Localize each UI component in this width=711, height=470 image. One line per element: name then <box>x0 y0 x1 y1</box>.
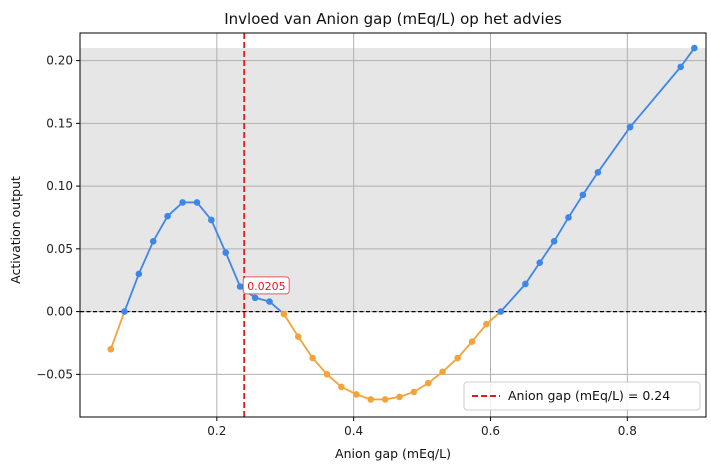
data-point <box>626 123 634 131</box>
series-segment <box>471 323 488 343</box>
series-segment <box>500 283 527 313</box>
x-tick-label: 0.6 <box>481 424 500 438</box>
legend: Anion gap (mEq/L) = 0.24 <box>463 381 701 411</box>
data-point <box>497 308 505 315</box>
series-segment <box>456 341 473 359</box>
series-segment <box>152 215 169 242</box>
data-point <box>251 294 259 302</box>
series-segment <box>297 336 314 359</box>
series-segment <box>123 273 140 312</box>
y-axis-title: Activation output <box>8 176 23 284</box>
series-segment <box>539 240 555 264</box>
series-segment <box>629 66 682 128</box>
series-segment <box>138 240 155 275</box>
series-segment <box>553 217 570 242</box>
data-point <box>309 354 316 362</box>
data-point <box>522 280 529 288</box>
data-point <box>149 238 157 245</box>
data-point <box>266 298 273 305</box>
data-point <box>483 320 490 328</box>
data-point <box>208 216 215 224</box>
data-point <box>280 310 288 318</box>
data-point <box>135 270 143 278</box>
data-point <box>294 333 302 340</box>
chart-title: Invloed van Anion gap (mEq/L) op het adv… <box>224 10 562 28</box>
x-tick-label: 0.2 <box>207 424 226 438</box>
series-segment <box>109 311 126 350</box>
x-axis-title: Anion gap (mEq/L) <box>335 446 451 461</box>
series-segment <box>679 47 696 68</box>
data-point <box>381 396 389 403</box>
data-point <box>323 371 331 378</box>
y-tick-label: 0.00 <box>46 305 73 319</box>
data-point <box>550 238 558 245</box>
data-point <box>439 368 446 376</box>
y-tick-label: −0.05 <box>36 367 73 381</box>
data-point <box>536 259 544 266</box>
data-point <box>353 391 360 398</box>
series-segment <box>210 219 227 253</box>
data-point <box>164 212 171 220</box>
data-point <box>594 168 602 176</box>
data-point <box>691 44 698 52</box>
data-point <box>222 249 230 256</box>
series-segment <box>166 201 184 217</box>
data-point <box>121 308 128 315</box>
data-point <box>236 283 244 290</box>
x-tick-label: 0.8 <box>618 424 637 438</box>
series-segment <box>311 357 328 375</box>
y-tick-label: 0.10 <box>46 179 73 193</box>
data-point <box>454 354 461 362</box>
data-point <box>424 379 432 387</box>
data-point <box>410 388 418 396</box>
data-point <box>396 393 403 401</box>
series-segment <box>597 126 631 173</box>
y-tick-label: 0.05 <box>46 242 73 256</box>
data-point <box>107 345 115 353</box>
legend-label: Anion gap (mEq/L) = 0.24 <box>508 388 670 403</box>
series-segment <box>196 201 213 221</box>
y-tick-label: 0.20 <box>46 54 73 68</box>
y-tick-label: 0.15 <box>46 116 73 130</box>
data-point <box>179 199 186 206</box>
data-point <box>367 396 375 403</box>
series-segment <box>441 357 459 373</box>
plot-area: 0.0205 0.2 0.4 0.6 0.8 −0.05 0.00 0.05 0.10 0.15 0… <box>36 32 707 438</box>
annotation-label: 0.0205 <box>247 280 286 293</box>
annotation-box <box>242 276 290 295</box>
data-point <box>193 199 201 206</box>
axes-frame <box>79 32 707 418</box>
x-tick-label: 0.4 <box>344 424 363 438</box>
series-segment <box>567 194 584 218</box>
series-segment <box>582 171 599 196</box>
series-segment <box>283 313 300 338</box>
data-point <box>565 214 572 221</box>
data-point <box>579 191 587 199</box>
data-point <box>338 383 345 391</box>
data-point <box>468 338 476 346</box>
data-point <box>677 63 684 71</box>
shaded-band <box>80 48 706 312</box>
series-segment <box>524 262 541 285</box>
series-segment <box>224 252 241 287</box>
legend-box <box>463 381 701 411</box>
